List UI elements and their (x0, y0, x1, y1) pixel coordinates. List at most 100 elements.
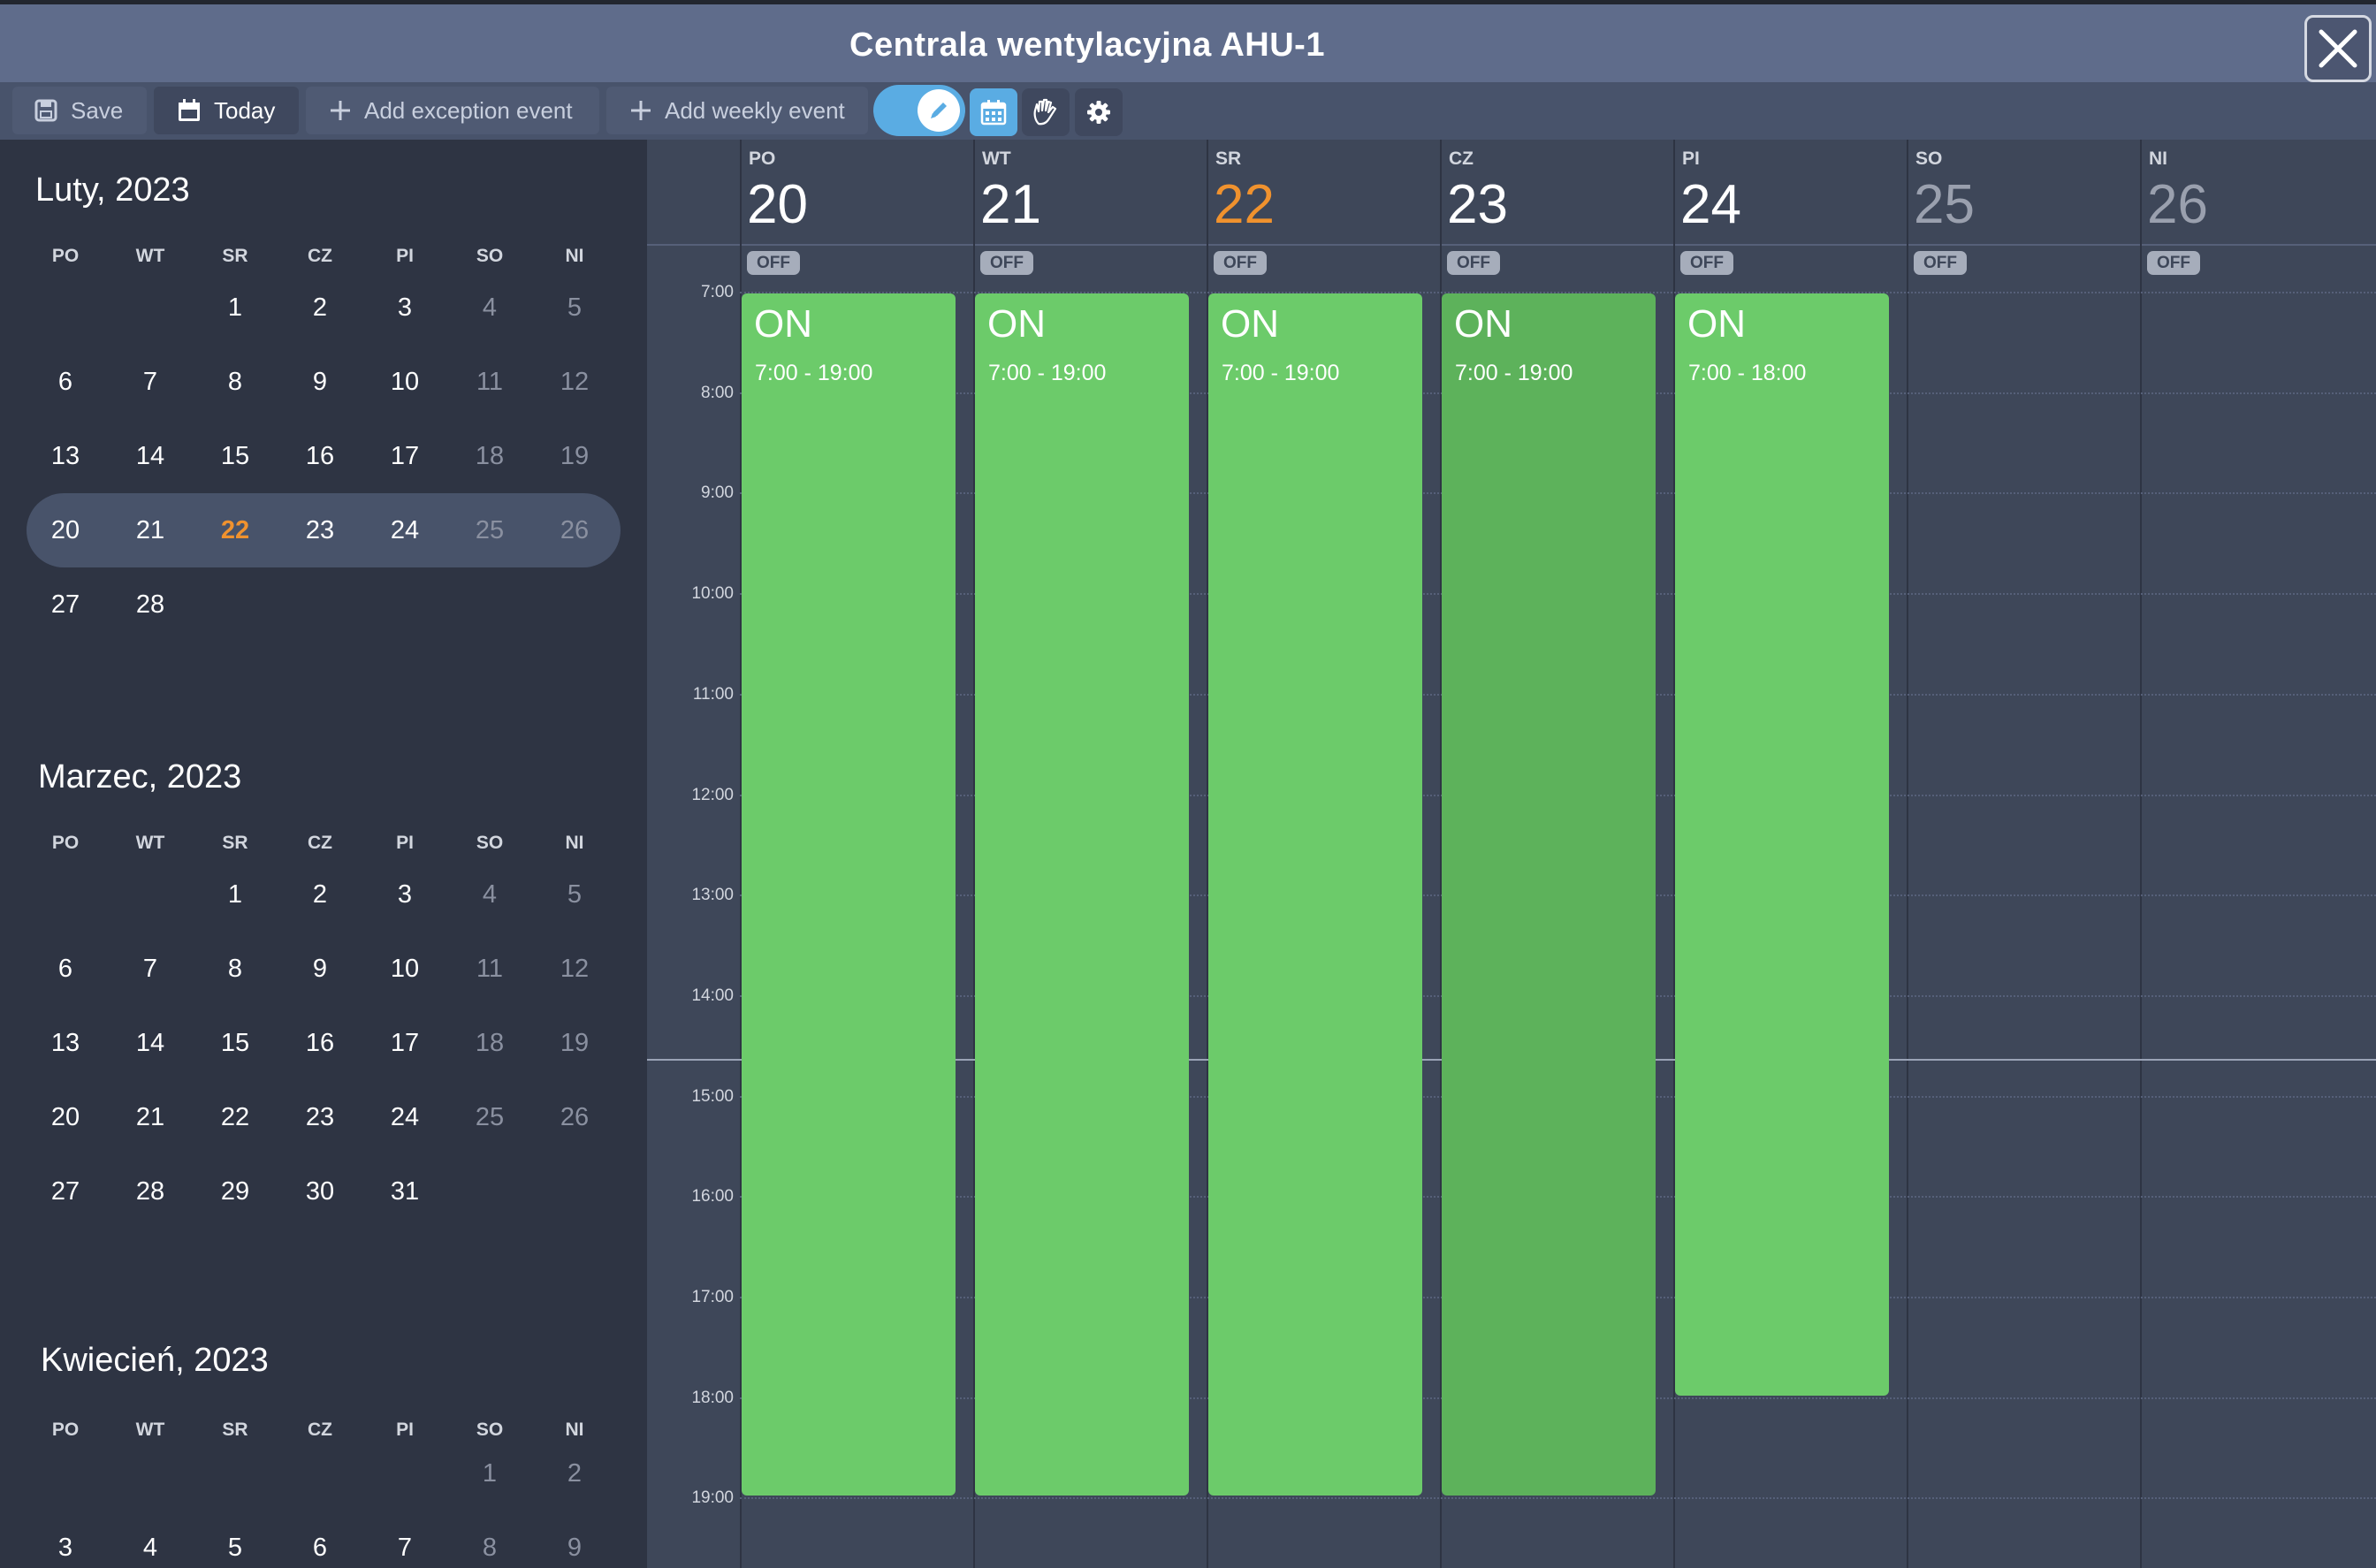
calendar-day[interactable]: 6 (57, 368, 73, 396)
off-badge[interactable]: OFF (1214, 251, 1267, 275)
calendar-day[interactable]: 18 (475, 442, 505, 470)
calendar-day[interactable]: 11 (476, 368, 504, 396)
close-button[interactable] (2304, 15, 2372, 82)
calendar-day[interactable]: 9 (567, 1534, 583, 1562)
column-day-number[interactable]: 22 (1214, 174, 1275, 235)
event-time-range: 7:00 - 19:00 (1222, 361, 1340, 385)
calendar-day[interactable]: 29 (220, 1177, 250, 1206)
calendar-day[interactable]: 7 (397, 1534, 413, 1562)
column-day-number[interactable]: 23 (1447, 174, 1508, 235)
toolbar: Save Today Add exception event Add weekl… (0, 82, 2376, 140)
column-day-number[interactable]: 25 (1914, 174, 1975, 235)
calendar-day[interactable]: 9 (312, 955, 328, 983)
calendar-day[interactable]: 24 (390, 516, 420, 544)
calendar-day[interactable]: 6 (312, 1534, 328, 1562)
calendar-day[interactable]: 2 (312, 880, 328, 909)
add-weekly-event-button[interactable]: Add weekly event (606, 87, 868, 134)
calendar-day[interactable]: 19 (560, 1029, 590, 1057)
calendar-day[interactable]: 14 (135, 442, 165, 470)
calendar-day[interactable]: 26 (560, 1103, 590, 1131)
calendar-day[interactable]: 5 (567, 293, 583, 322)
calendar-day[interactable]: 28 (135, 1177, 165, 1206)
calendar-day[interactable]: 17 (390, 1029, 420, 1057)
calendar-day[interactable]: 22 (220, 516, 250, 544)
calendar-day[interactable]: 8 (227, 955, 243, 983)
calendar-day[interactable]: 5 (227, 1534, 243, 1562)
calendar-day[interactable]: 17 (390, 442, 420, 470)
schedule-event[interactable]: ON 7:00 - 19:00 (975, 293, 1189, 1496)
calendar-day[interactable]: 11 (476, 955, 504, 983)
calendar-day[interactable]: 3 (57, 1534, 73, 1562)
column-day-number[interactable]: 20 (747, 174, 808, 235)
schedule-event[interactable]: ON 7:00 - 19:00 (1442, 293, 1656, 1496)
off-badge[interactable]: OFF (747, 251, 800, 275)
calendar-day[interactable]: 3 (397, 880, 413, 909)
calendar-day[interactable]: 22 (220, 1103, 250, 1131)
off-badge[interactable]: OFF (2147, 251, 2200, 275)
calendar-day[interactable]: 23 (305, 1103, 335, 1131)
calendar-day[interactable]: 27 (50, 1177, 80, 1206)
calendar-day[interactable]: 4 (142, 1534, 158, 1562)
calendar-day[interactable]: 20 (50, 1103, 80, 1131)
off-badge[interactable]: OFF (1680, 251, 1733, 275)
save-button[interactable]: Save (12, 87, 147, 134)
calendar-day[interactable]: 28 (135, 590, 165, 619)
calendar-day[interactable]: 18 (475, 1029, 505, 1057)
calendar-view-button[interactable] (970, 88, 1017, 136)
calendar-day[interactable]: 4 (482, 880, 498, 909)
calendar-day[interactable]: 16 (305, 1029, 335, 1057)
calendar-day[interactable]: 7 (142, 955, 158, 983)
calendar-day[interactable]: 21 (135, 516, 165, 544)
column-day-number[interactable]: 21 (980, 174, 1041, 235)
calendar-day[interactable]: 31 (390, 1177, 420, 1206)
calendar-day[interactable]: 8 (482, 1534, 498, 1562)
column-divider (1907, 140, 1908, 1568)
schedule-event[interactable]: ON 7:00 - 19:00 (1208, 293, 1422, 1496)
calendar-day[interactable]: 13 (50, 1029, 80, 1057)
selected-week-highlight (27, 493, 621, 567)
calendar-day[interactable]: 7 (142, 368, 158, 396)
calendar-day[interactable]: 12 (560, 955, 590, 983)
calendar-day[interactable]: 26 (560, 516, 590, 544)
calendar-day[interactable]: 1 (227, 880, 243, 909)
schedule-event[interactable]: ON 7:00 - 18:00 (1675, 293, 1889, 1396)
calendar-day[interactable]: 9 (312, 368, 328, 396)
calendar-day[interactable]: 19 (560, 442, 590, 470)
calendar-day[interactable]: 15 (220, 1029, 250, 1057)
schedule-event[interactable]: ON 7:00 - 19:00 (742, 293, 956, 1496)
calendar-day[interactable]: 4 (482, 293, 498, 322)
calendar-day[interactable]: 1 (482, 1459, 498, 1488)
calendar-day[interactable]: 1 (227, 293, 243, 322)
calendar-day[interactable]: 25 (475, 1103, 505, 1131)
calendar-day[interactable]: 30 (305, 1177, 335, 1206)
off-badge[interactable]: OFF (1447, 251, 1500, 275)
calendar-day[interactable]: 2 (567, 1459, 583, 1488)
calendar-day[interactable]: 20 (50, 516, 80, 544)
calendar-day[interactable]: 15 (220, 442, 250, 470)
calendar-day[interactable]: 12 (560, 368, 590, 396)
calendar-day[interactable]: 16 (305, 442, 335, 470)
calendar-day[interactable]: 10 (390, 368, 420, 396)
column-day-number[interactable]: 24 (1680, 174, 1741, 235)
edit-mode-toggle[interactable] (873, 85, 965, 136)
calendar-day[interactable]: 25 (475, 516, 505, 544)
calendar-day[interactable]: 14 (135, 1029, 165, 1057)
column-day-number[interactable]: 26 (2147, 174, 2208, 235)
calendar-day[interactable]: 6 (57, 955, 73, 983)
today-button[interactable]: Today (154, 87, 299, 134)
calendar-day[interactable]: 10 (390, 955, 420, 983)
manual-override-button[interactable] (1022, 88, 1070, 136)
calendar-day[interactable]: 8 (227, 368, 243, 396)
calendar-day[interactable]: 5 (567, 880, 583, 909)
calendar-day[interactable]: 13 (50, 442, 80, 470)
settings-button[interactable] (1075, 88, 1123, 136)
add-exception-event-button[interactable]: Add exception event (306, 87, 599, 134)
calendar-day[interactable]: 24 (390, 1103, 420, 1131)
off-badge[interactable]: OFF (980, 251, 1033, 275)
calendar-day[interactable]: 2 (312, 293, 328, 322)
off-badge[interactable]: OFF (1914, 251, 1967, 275)
calendar-day[interactable]: 3 (397, 293, 413, 322)
calendar-day[interactable]: 27 (50, 590, 80, 619)
calendar-day[interactable]: 21 (135, 1103, 165, 1131)
calendar-day[interactable]: 23 (305, 516, 335, 544)
